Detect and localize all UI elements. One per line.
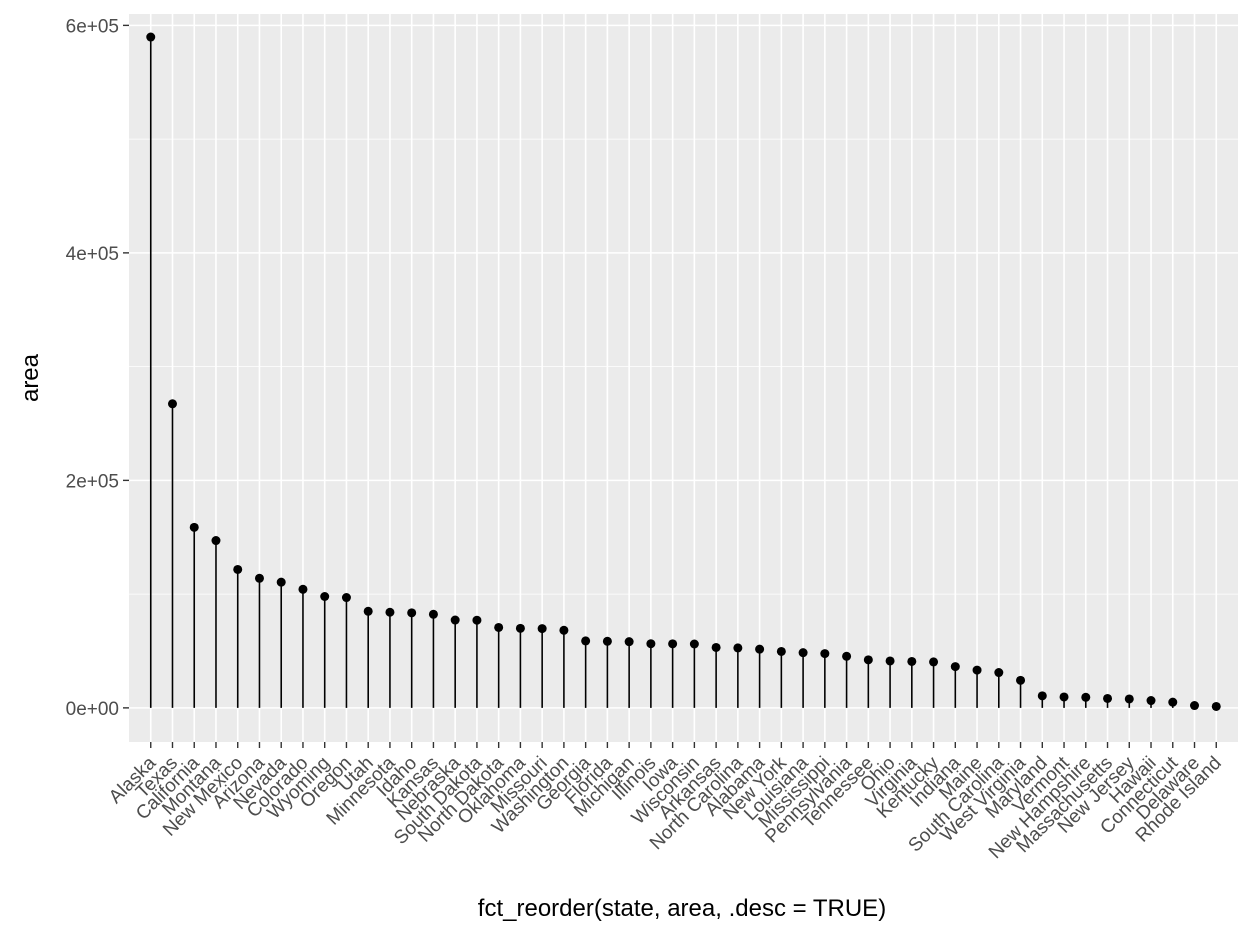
point-oregon (341, 593, 351, 603)
point-wisconsin (689, 639, 699, 649)
point-kansas (428, 609, 438, 619)
point-virginia (907, 656, 917, 666)
point-delaware (1190, 701, 1200, 711)
point-georgia (581, 636, 591, 646)
point-alaska (146, 32, 156, 42)
point-vermont (1059, 692, 1069, 702)
y-tick-label: 0e+00 (66, 699, 119, 720)
lollipop-stems (149, 37, 1218, 708)
x-axis-title: fct_reorder(state, area, .desc = TRUE) (478, 895, 886, 922)
plot-panel (129, 14, 1238, 742)
point-wyoming (320, 591, 330, 601)
point-florida (602, 636, 612, 646)
point-oklahoma (515, 623, 525, 633)
point-tennessee (863, 655, 873, 665)
point-missouri (537, 624, 547, 634)
point-mississippi (820, 649, 830, 659)
point-washington (559, 625, 569, 635)
point-texas (167, 399, 177, 409)
point-louisiana (798, 648, 808, 658)
point-new-mexico (233, 564, 243, 574)
y-axis-title: area (17, 353, 44, 402)
point-kentucky (929, 657, 939, 667)
point-nebraska (450, 615, 460, 625)
point-north-dakota (494, 622, 504, 632)
point-south-dakota (472, 615, 482, 625)
point-maine (972, 665, 982, 675)
point-michigan (624, 637, 634, 647)
lollipop-points (146, 32, 1221, 711)
point-arkansas (711, 642, 721, 652)
point-minnesota (385, 607, 395, 617)
point-idaho (407, 608, 417, 618)
point-new-jersey (1124, 694, 1134, 704)
y-axis: 0e+00 2e+05 4e+05 6e+05 (66, 16, 129, 720)
point-alabama (755, 644, 765, 654)
y-tick-label: 2e+05 (66, 471, 119, 492)
point-indiana (950, 662, 960, 672)
point-illinois (646, 639, 656, 649)
point-arizona (254, 573, 264, 583)
point-ohio (885, 656, 895, 666)
point-west-virginia (1016, 675, 1026, 685)
point-north-carolina (733, 643, 743, 653)
point-new-hampshire (1081, 692, 1091, 702)
point-new-york (776, 646, 786, 656)
point-utah (363, 606, 373, 616)
point-colorado (298, 584, 308, 594)
point-iowa (668, 639, 678, 649)
point-montana (211, 536, 221, 546)
point-hawaii (1146, 696, 1156, 706)
point-massachusetts (1103, 693, 1113, 703)
point-rhode-island (1211, 701, 1221, 711)
y-tick-label: 4e+05 (66, 244, 119, 265)
minor-gridlines (129, 138, 1238, 595)
point-pennsylvania (842, 651, 852, 661)
point-maryland (1037, 691, 1047, 701)
point-nevada (276, 577, 286, 587)
y-tick-label: 6e+05 (66, 16, 119, 37)
point-connecticut (1168, 697, 1178, 707)
point-california (189, 522, 199, 532)
point-south-carolina (994, 668, 1004, 678)
